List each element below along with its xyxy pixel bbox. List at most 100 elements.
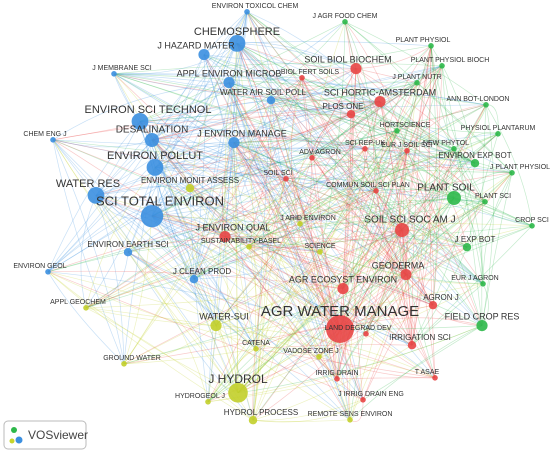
node-label: PLANT SOIL (417, 183, 475, 194)
edge (151, 101, 381, 141)
edge (85, 252, 129, 309)
edge (113, 73, 381, 102)
edge (373, 101, 381, 191)
edge (151, 11, 248, 217)
node-label: ENVIRON SCI TECHNOL (85, 104, 212, 116)
edge (95, 195, 257, 350)
edge (362, 325, 483, 401)
edge (154, 167, 257, 349)
edge (379, 101, 476, 164)
edge (342, 104, 487, 289)
edge (342, 133, 499, 289)
node-label: PLANT PHYSIOL (396, 37, 451, 44)
edge (127, 201, 486, 253)
edge (236, 43, 455, 150)
node (228, 35, 246, 52)
edge (85, 274, 407, 309)
edges (47, 11, 533, 423)
edge (301, 77, 366, 150)
edge (47, 197, 455, 273)
edge (365, 104, 487, 334)
edge (396, 65, 443, 131)
edge (85, 133, 499, 309)
node (476, 320, 488, 332)
edge (233, 142, 341, 330)
edge (233, 101, 381, 143)
edge (113, 73, 455, 150)
edge (113, 73, 352, 115)
edge (80, 195, 97, 308)
edge (47, 271, 367, 335)
node (223, 77, 235, 89)
edge (237, 229, 403, 394)
node-label: CATENA (242, 340, 270, 347)
node-label: SCI TOTAL ENVIRON (96, 193, 224, 208)
edge (203, 54, 341, 330)
edge (207, 11, 248, 402)
edge (123, 325, 217, 365)
node-label: SOIL SCI SOC AM J (364, 215, 455, 226)
edge (127, 251, 364, 401)
edge (453, 104, 487, 150)
node-label: ENVIRON TOXICOL CHEM (212, 3, 299, 10)
edge (233, 101, 381, 143)
edge (139, 121, 239, 393)
edge (52, 139, 195, 280)
edge (248, 246, 434, 306)
edge (344, 21, 377, 191)
edge (344, 21, 455, 149)
edge (151, 43, 238, 217)
edge (47, 187, 191, 273)
edge (299, 223, 434, 306)
edge (113, 73, 272, 101)
edge (207, 201, 486, 403)
edge (139, 121, 364, 401)
edge (299, 222, 533, 227)
edge (311, 68, 357, 158)
node (198, 49, 210, 61)
node-label: HORTSCIENCE (380, 122, 431, 129)
edge (344, 21, 408, 151)
edge (139, 121, 341, 330)
edge (151, 215, 239, 393)
edge (405, 45, 432, 275)
node-label: LAND DEGRAD DEV (325, 325, 392, 332)
edge (430, 45, 438, 306)
edge (252, 223, 301, 421)
edge (339, 65, 443, 330)
edge (151, 130, 398, 217)
edge (248, 246, 341, 330)
edge (113, 73, 487, 106)
node-label: J HYDROL (208, 372, 268, 386)
edge (396, 130, 483, 326)
edge (365, 104, 487, 334)
node (111, 71, 117, 77)
edge (236, 41, 432, 47)
node (185, 184, 195, 193)
edge (193, 82, 418, 280)
edge (355, 68, 484, 285)
logo[interactable]: VOSviewer (3, 420, 88, 450)
edge (154, 133, 499, 168)
edge (231, 142, 257, 349)
edge (95, 195, 250, 248)
edge (351, 68, 364, 400)
edge (85, 307, 436, 379)
edge (85, 82, 418, 309)
edge (189, 178, 287, 190)
node (253, 346, 259, 352)
edge (151, 68, 357, 217)
edge (47, 54, 205, 273)
edge (85, 167, 156, 308)
node-label: PLOS ONE (323, 102, 364, 111)
edge (336, 197, 455, 379)
edge (207, 150, 408, 403)
node-label: EUR J SOIL SCI (381, 142, 433, 149)
node-label: AGRON J (423, 293, 459, 302)
edge (236, 43, 364, 400)
node-label: CHEMOSPHERE (194, 26, 280, 38)
edge (429, 45, 436, 378)
node (432, 375, 438, 381)
edge (252, 197, 455, 421)
edge (123, 304, 434, 365)
